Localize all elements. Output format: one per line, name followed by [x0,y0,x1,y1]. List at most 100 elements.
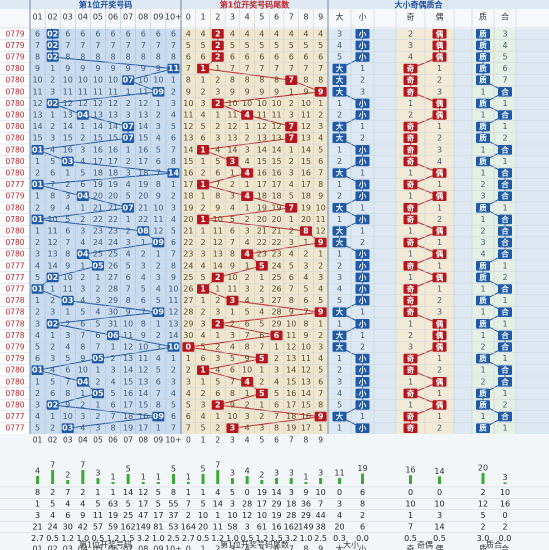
hit-cell-c [476,63,490,74]
miss-count-b: 2 [318,261,323,270]
miss-count-c: 3 [502,29,507,38]
hit-value-a: 01 [32,215,44,224]
miss-count-a: 5 [35,424,40,433]
stat-cell-a: 37 [168,511,178,520]
stat-cell-c: 2 [360,511,365,520]
miss-count-a: 16 [123,389,133,398]
hit-cell-b [226,423,239,433]
miss-count-b: 10 [257,99,267,108]
miss-count-b: 20 [183,215,193,224]
hit-label-c: 小 [359,260,367,270]
miss-count-a: 20 [93,192,103,201]
hit-value-a: 09 [153,412,165,421]
miss-count-a: 9 [156,192,161,201]
hit-cell-a [61,423,74,433]
period-code: 0779 [5,354,24,363]
stat-cell-b: 1.2 [255,534,268,543]
stat-cell-c: 7 [408,522,413,531]
miss-count-a: 1 [35,377,40,386]
miss-count-a: 24 [93,238,103,247]
miss-count-b: 3 [201,319,206,328]
miss-count-a: 10 [78,76,88,85]
miss-count-c: 1 [502,296,507,305]
miss-count-b: 11 [227,285,237,294]
stat-cell-b: 162 [284,522,299,531]
miss-count-b: 9 [230,87,235,96]
hit-cell-c [476,261,490,271]
miss-count-b: 20 [271,215,281,224]
miss-count-a: 19 [123,424,133,433]
stat-cell-a: 0.5 [46,534,59,543]
hit-cell-c [476,133,490,143]
period-code: 0780 [5,389,24,398]
hit-label-c: 奇 [407,260,415,270]
hit-cell-a [76,377,89,387]
miss-count-b: 18 [183,192,193,201]
footer-col-a-0: 01 [33,436,43,445]
count-label-a: 4 [35,467,40,476]
period-code: 0780 [5,111,24,120]
hit-value-b: 9 [318,308,324,317]
stat-cell-b: 28 [242,500,252,509]
miss-count-b: 26 [271,285,281,294]
period-code: 0778 [5,308,24,317]
count-label-a: 1 [141,473,146,482]
stat-cell-c: 3 [437,511,442,520]
miss-count-b: 7 [215,180,220,189]
hit-cell-c [403,133,418,143]
miss-count-b: 12 [227,122,237,131]
miss-count-a: 1 [80,261,85,270]
miss-count-a: 9 [171,273,176,282]
hit-cell-c [403,203,418,213]
hit-cell-c [432,319,447,329]
hit-label-c: 偶 [436,52,444,62]
miss-count-b: 27 [271,296,281,305]
hit-label-c: 大 [336,86,344,96]
hit-value-a: 05 [92,261,104,270]
col-label-b-7: 7 [289,13,294,22]
miss-count-b: 11 [227,111,237,120]
miss-count-a: 14 [93,122,103,131]
miss-count-a: 7 [171,424,176,433]
hit-cell-c [332,63,347,74]
miss-count-a: 2 [50,76,55,85]
miss-count-a: 8 [111,53,116,62]
miss-count-a: 2 [141,250,146,259]
miss-count-c: 2 [502,273,507,282]
col-label-a-8: 09 [153,13,163,22]
miss-count-b: 10 [227,273,237,282]
hit-cell-a [122,133,135,143]
count-bar-c [481,473,485,484]
miss-count-b: 4 [186,29,191,38]
miss-count-a: 18 [138,169,148,178]
hit-cell-a [61,156,74,167]
miss-count-c: 3 [480,192,485,201]
hit-cell-c [355,261,370,271]
miss-count-a: 2 [171,87,176,96]
bottom-col-b-3: 3 [230,545,235,550]
miss-count-a: 2 [80,401,85,410]
hit-cell-b [197,179,210,190]
miss-count-b: 1 [289,145,294,154]
miss-count-b: 8 [274,76,279,85]
stat-cell-b: 1 [201,488,206,497]
stat-cell-a: 149 [136,522,151,531]
miss-count-c: 1 [437,180,442,189]
hit-label-c: 偶 [436,342,444,352]
count-label-b: 4 [245,467,250,476]
miss-count-a: 6 [95,331,100,340]
miss-count-c: 2 [437,215,442,224]
hit-value-a: 05 [92,354,104,363]
period-column-bg [0,28,30,434]
miss-count-b: 17 [183,180,193,189]
stat-cell-b: 0 [245,488,250,497]
miss-count-b: 12 [316,227,326,236]
miss-count-b: 1 [289,215,294,224]
hit-cell-b [285,203,298,213]
miss-count-b: 9 [289,308,294,317]
hit-label-c: 奇 [407,365,415,375]
hit-cell-c [332,237,347,248]
miss-count-a: 18 [93,169,103,178]
miss-count-a: 9 [65,64,70,73]
miss-count-a: 1 [156,424,161,433]
